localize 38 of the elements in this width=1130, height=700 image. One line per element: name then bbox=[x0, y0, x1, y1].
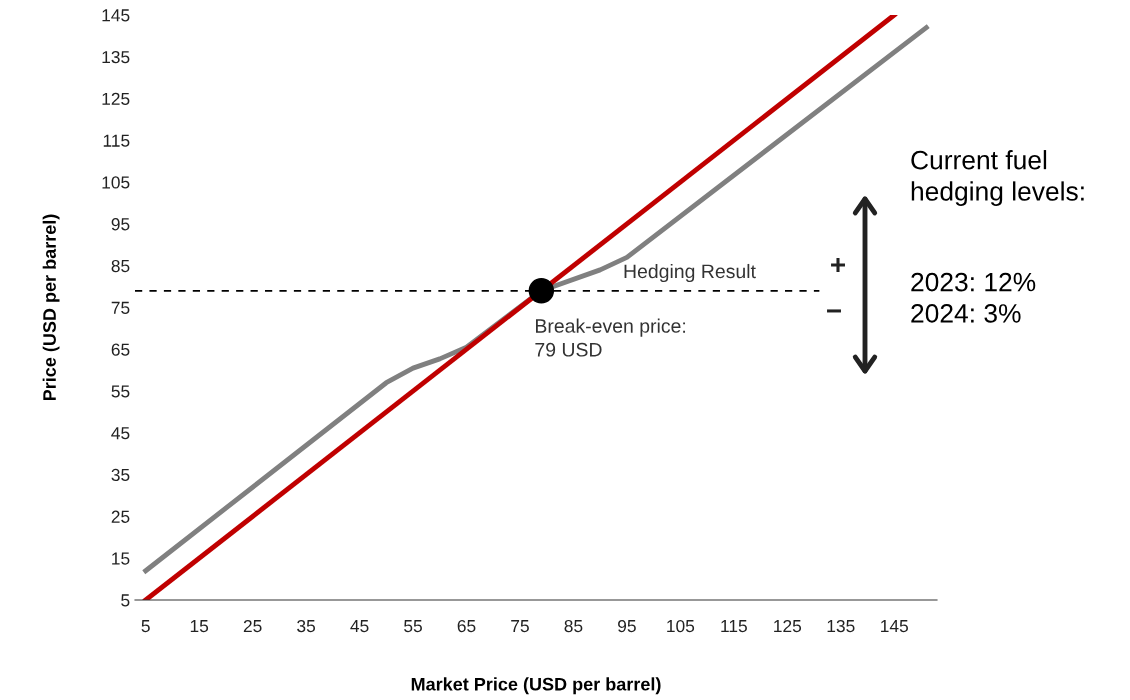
y-tick-label: 105 bbox=[102, 176, 130, 189]
y-tick-label: 15 bbox=[112, 552, 130, 565]
x-axis-title: Market Price (USD per barrel) bbox=[411, 677, 661, 695]
x-tick-label: 135 bbox=[827, 619, 855, 633]
x-tick-label: 55 bbox=[404, 620, 422, 633]
y-tick-label: 145 bbox=[102, 9, 130, 22]
y-axis-title: Price (USD per barrel) bbox=[42, 214, 60, 401]
y-tick-label: 35 bbox=[111, 468, 130, 482]
x-tick-label: 115 bbox=[721, 620, 747, 633]
x-tick-label: 45 bbox=[350, 620, 369, 633]
x-tick-label: 75 bbox=[511, 620, 529, 633]
y-tick-label: 45 bbox=[111, 427, 130, 440]
annotation: − bbox=[827, 309, 841, 313]
x-tick-label: 5 bbox=[141, 620, 150, 633]
x-tick-label: 65 bbox=[457, 619, 476, 633]
annotation: + bbox=[831, 257, 845, 272]
y-tick-label: 55 bbox=[111, 385, 130, 398]
x-tick-label: 35 bbox=[297, 619, 316, 633]
annotation: Hedging Result bbox=[624, 263, 756, 283]
annotation: Current fuel hedging levels: bbox=[911, 150, 1084, 206]
y-tick-label: 85 bbox=[111, 259, 130, 273]
y-tick-label: 75 bbox=[111, 301, 130, 314]
y-tick-label: 65 bbox=[111, 343, 130, 356]
annotation: 2023: 12% 2024: 3% bbox=[911, 272, 1036, 323]
x-tick-label: 125 bbox=[774, 619, 802, 633]
y-tick-label: 135 bbox=[102, 50, 130, 64]
y-tick-label: 115 bbox=[103, 134, 130, 147]
x-tick-label: 25 bbox=[243, 619, 262, 633]
x-tick-label: 85 bbox=[564, 619, 583, 633]
x-tick-label: 15 bbox=[190, 620, 209, 633]
y-tick-label: 95 bbox=[111, 218, 130, 231]
annotation: Break-even price: 79 USD bbox=[535, 318, 686, 357]
y-tick-label: 125 bbox=[102, 92, 130, 106]
y-tick-label: 25 bbox=[111, 510, 130, 523]
x-tick-label: 95 bbox=[618, 619, 636, 633]
x-tick-label: 105 bbox=[667, 619, 695, 633]
x-tick-label: 145 bbox=[881, 620, 908, 633]
y-tick-label: 5 bbox=[121, 594, 130, 607]
